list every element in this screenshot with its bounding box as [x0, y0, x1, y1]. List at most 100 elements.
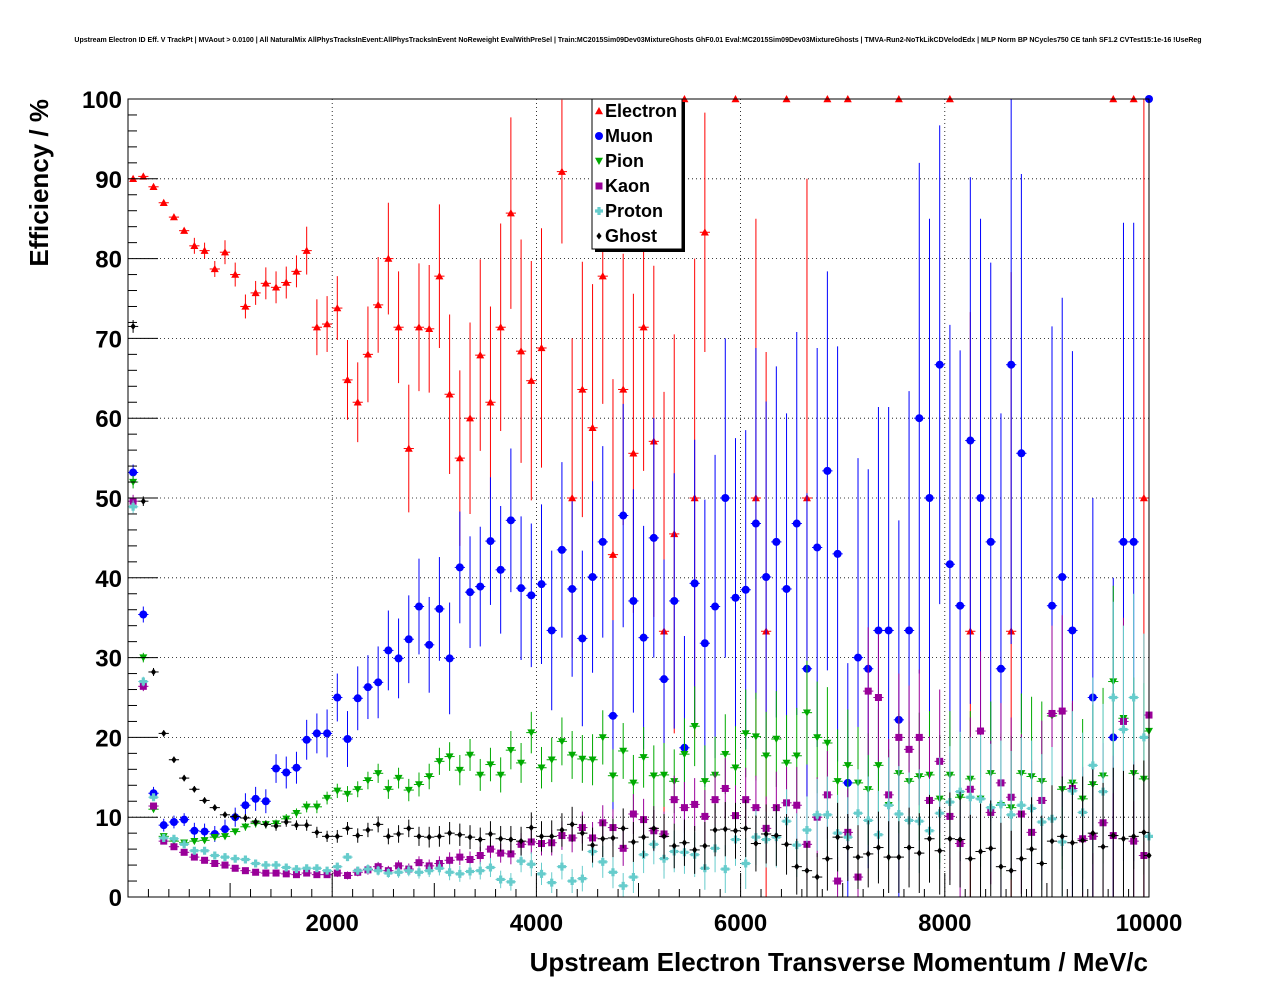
electron-point: [149, 182, 158, 190]
muon-point: [925, 494, 934, 502]
kaon-point: [915, 733, 923, 741]
proton-point: [363, 865, 372, 874]
muon-point: [823, 466, 832, 475]
electron-point: [282, 278, 291, 286]
ghost-point: [1141, 828, 1147, 836]
pion-point: [802, 709, 811, 717]
ghost-point: [1008, 867, 1014, 875]
ghost-point: [671, 842, 677, 850]
proton-point: [1139, 733, 1148, 742]
kaon-point: [711, 796, 719, 804]
ghost-point: [875, 844, 882, 852]
muon-point: [282, 768, 291, 777]
muon-point: [374, 678, 383, 687]
ghost-point: [753, 840, 759, 848]
electron-point: [425, 324, 434, 333]
muon-point: [435, 604, 444, 613]
pion-point: [537, 764, 546, 772]
muon-point: [741, 585, 750, 594]
pion-point: [833, 778, 842, 786]
ghost-point: [406, 824, 412, 832]
electron-point: [639, 323, 648, 331]
muon-point: [721, 494, 730, 502]
legend-marker-kaon: [595, 182, 603, 190]
y-tick-label: 0: [109, 885, 122, 912]
proton-point: [741, 859, 750, 868]
proton-point: [1007, 810, 1016, 819]
proton-point: [282, 863, 291, 872]
ghost-point: [681, 839, 688, 847]
proton-point: [251, 859, 260, 868]
pion-point: [231, 828, 240, 836]
electron-point: [629, 449, 638, 457]
proton-point: [139, 677, 148, 686]
ghost-point: [1100, 843, 1106, 851]
ghost-point: [222, 811, 228, 819]
ghost-point: [1028, 845, 1035, 853]
kaon-point: [282, 870, 290, 878]
pion-point: [619, 747, 628, 755]
series-ghost: [128, 320, 1152, 897]
kaon-point: [895, 733, 903, 741]
kaon-point: [292, 871, 300, 879]
pion-point: [639, 754, 648, 762]
proton-point: [404, 866, 413, 875]
proton-point: [894, 810, 903, 819]
electron-point: [506, 209, 515, 217]
kaon-point: [834, 877, 842, 885]
legend-marker-proton: [595, 207, 604, 215]
proton-point: [608, 868, 617, 877]
kaon-point: [905, 745, 913, 753]
muon-point: [588, 573, 597, 582]
proton-point: [1119, 725, 1128, 734]
pion-point: [445, 753, 454, 761]
muon-point: [690, 579, 699, 588]
ghost-point: [528, 824, 534, 832]
ghost-point: [988, 844, 994, 852]
muon-point: [833, 549, 842, 558]
electron-point: [159, 198, 168, 206]
ghost-point: [712, 826, 718, 834]
ghost-point: [906, 844, 912, 852]
kaon-point: [507, 850, 515, 858]
y-tick-label: 100: [82, 87, 122, 114]
kaon-point: [977, 727, 985, 735]
ghost-point: [385, 832, 391, 840]
ghost-point: [579, 829, 585, 837]
ghost-point: [467, 833, 473, 841]
pion-point: [353, 786, 362, 794]
muon-point: [363, 683, 372, 692]
electron-point: [312, 323, 321, 331]
proton-point: [353, 866, 362, 875]
electron-point: [496, 323, 505, 331]
ghost-point: [1090, 829, 1096, 837]
legend-box: [591, 98, 683, 250]
ghost-point: [1131, 832, 1137, 840]
muon-point: [557, 545, 566, 554]
electron-point: [292, 267, 301, 275]
proton-point: [578, 874, 587, 883]
ghost-point: [1049, 837, 1055, 845]
muon-point: [731, 593, 740, 602]
muon-point: [404, 635, 413, 644]
ghost-point: [273, 822, 279, 830]
kaon-point: [190, 853, 198, 861]
electron-point: [190, 241, 199, 250]
kaon-point: [476, 852, 484, 860]
proton-point: [292, 865, 301, 874]
proton-point: [1017, 801, 1026, 810]
ghost-point: [355, 832, 361, 840]
electron-point: [527, 376, 536, 384]
pion-point: [782, 759, 791, 767]
pion-point: [506, 746, 515, 755]
muon-point: [414, 602, 423, 611]
muon-point: [1129, 537, 1138, 546]
ghost-point: [191, 785, 197, 793]
ghost-point: [610, 834, 616, 842]
pion-point: [629, 779, 638, 787]
proton-point: [425, 866, 434, 875]
pion-point: [425, 773, 434, 781]
ghost-point: [763, 830, 769, 838]
proton-point: [466, 867, 475, 876]
electron-point: [700, 228, 709, 236]
